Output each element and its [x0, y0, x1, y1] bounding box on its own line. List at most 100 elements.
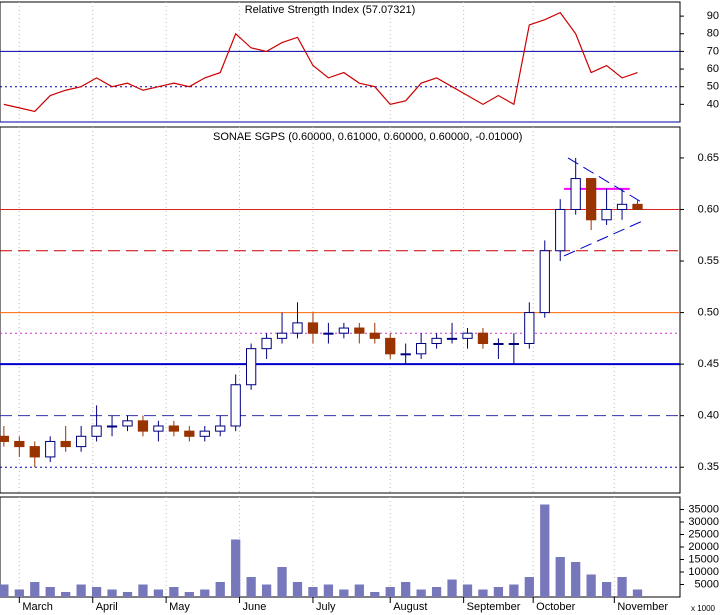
- y-tick-label: 0.40: [698, 410, 719, 422]
- volume-bar: [339, 589, 349, 597]
- volume-bar: [76, 584, 86, 597]
- price-title: SONAE SGPS (0.60000, 0.61000, 0.60000, 0…: [213, 131, 522, 143]
- volume-bar: [14, 589, 24, 597]
- x-tick-label: May: [169, 601, 190, 613]
- y-tick-label: 90: [707, 10, 719, 22]
- y-tick-label: 10000: [688, 566, 719, 578]
- volume-bar: [261, 584, 272, 597]
- x-tick-label: March: [22, 601, 53, 613]
- x-tick-label: October: [536, 601, 575, 613]
- candle-body: [524, 312, 535, 345]
- candle-body: [446, 337, 458, 340]
- candle-body: [586, 178, 597, 221]
- candle-body: [215, 425, 226, 432]
- volume-bar: [122, 592, 133, 597]
- candle-body: [246, 348, 257, 386]
- volume-bar: [292, 582, 303, 597]
- y-tick-label: 35000: [688, 503, 719, 515]
- candle-body: [369, 332, 380, 339]
- candle-body: [601, 208, 612, 221]
- candle-body: [45, 440, 56, 458]
- y-tick-label: 40: [707, 98, 719, 110]
- volume-bar: [215, 582, 225, 597]
- volume-bar: [323, 584, 334, 597]
- candle-body: [60, 440, 71, 448]
- volume-bar: [61, 592, 71, 597]
- volume-bar: [493, 587, 504, 597]
- x-tick-label: November: [617, 601, 668, 613]
- volume-bar: [153, 589, 164, 597]
- volume-bar: [617, 577, 627, 597]
- volume-bar: [524, 577, 534, 597]
- panel-frame: [0, 126, 681, 494]
- x-tick-label: August: [393, 601, 427, 613]
- y-tick-label: 60: [707, 63, 719, 75]
- volume-bar: [431, 587, 442, 597]
- y-tick-label: 20000: [688, 541, 719, 553]
- trend-line: [563, 219, 646, 257]
- x-tick-label: July: [316, 601, 336, 613]
- candle-body: [122, 420, 133, 427]
- candle-body: [199, 430, 210, 437]
- volume-bar: [200, 589, 210, 597]
- volume-bar: [231, 539, 241, 597]
- y-tick-label: 0.35: [698, 461, 719, 473]
- candle-body: [493, 343, 504, 346]
- volume-bar: [277, 567, 287, 597]
- y-tick-label: 0.50: [698, 306, 719, 318]
- candle-body: [91, 425, 102, 437]
- candle-body: [431, 337, 442, 345]
- volume-bar: [184, 592, 194, 597]
- volume-bar: [370, 592, 380, 597]
- candle-body: [555, 208, 566, 252]
- y-tick-label: 5000: [695, 578, 719, 590]
- candle-body: [276, 332, 288, 339]
- volume-bar: [509, 584, 519, 597]
- candle-body: [477, 332, 489, 345]
- y-tick-label: 25000: [688, 528, 719, 540]
- candle-body: [307, 322, 319, 334]
- candle-body: [184, 430, 195, 437]
- y-tick-label: 80: [707, 28, 719, 40]
- y-tick-label: 0.55: [698, 255, 719, 267]
- volume-bar: [555, 557, 565, 597]
- candle-body: [570, 178, 581, 210]
- y-tick-label: 0.65: [698, 152, 719, 164]
- candle-body: [462, 332, 473, 339]
- candle-body: [338, 327, 349, 334]
- candle-body: [385, 337, 396, 355]
- volume-bar: [91, 587, 102, 597]
- volume-bar: [246, 577, 256, 597]
- volume-bar: [401, 582, 411, 597]
- candle-body: [539, 250, 550, 314]
- volume-bar: [571, 562, 581, 597]
- volume-bar: [462, 584, 473, 597]
- volume-bar: [416, 589, 426, 597]
- volume-bar: [354, 584, 364, 597]
- y-tick-label: 70: [707, 45, 719, 57]
- candle-body: [400, 353, 411, 356]
- candle-body: [323, 332, 334, 335]
- candle-body: [153, 425, 164, 432]
- volume-bar: [0, 584, 9, 597]
- rsi-title: Relative Strength Index (57.07321): [245, 4, 416, 16]
- candle-body: [137, 420, 149, 432]
- y-tick-label: 50: [707, 81, 719, 93]
- candle-body: [261, 337, 272, 350]
- y-tick-label: 0.45: [698, 358, 719, 370]
- candle-body: [76, 435, 87, 448]
- candle-body: [168, 425, 180, 432]
- candle-body: [292, 322, 303, 334]
- volume-bar: [30, 582, 40, 597]
- volume-bar: [478, 589, 488, 597]
- trend-line: [567, 157, 646, 205]
- x-tick-label: September: [467, 601, 521, 613]
- candle-body: [508, 343, 519, 346]
- candle-body: [14, 440, 25, 448]
- volume-bar: [107, 589, 117, 597]
- candle-body: [354, 327, 365, 334]
- rsi-line: [3, 11, 638, 113]
- candle-body: [632, 203, 643, 210]
- volume-bar: [601, 582, 612, 597]
